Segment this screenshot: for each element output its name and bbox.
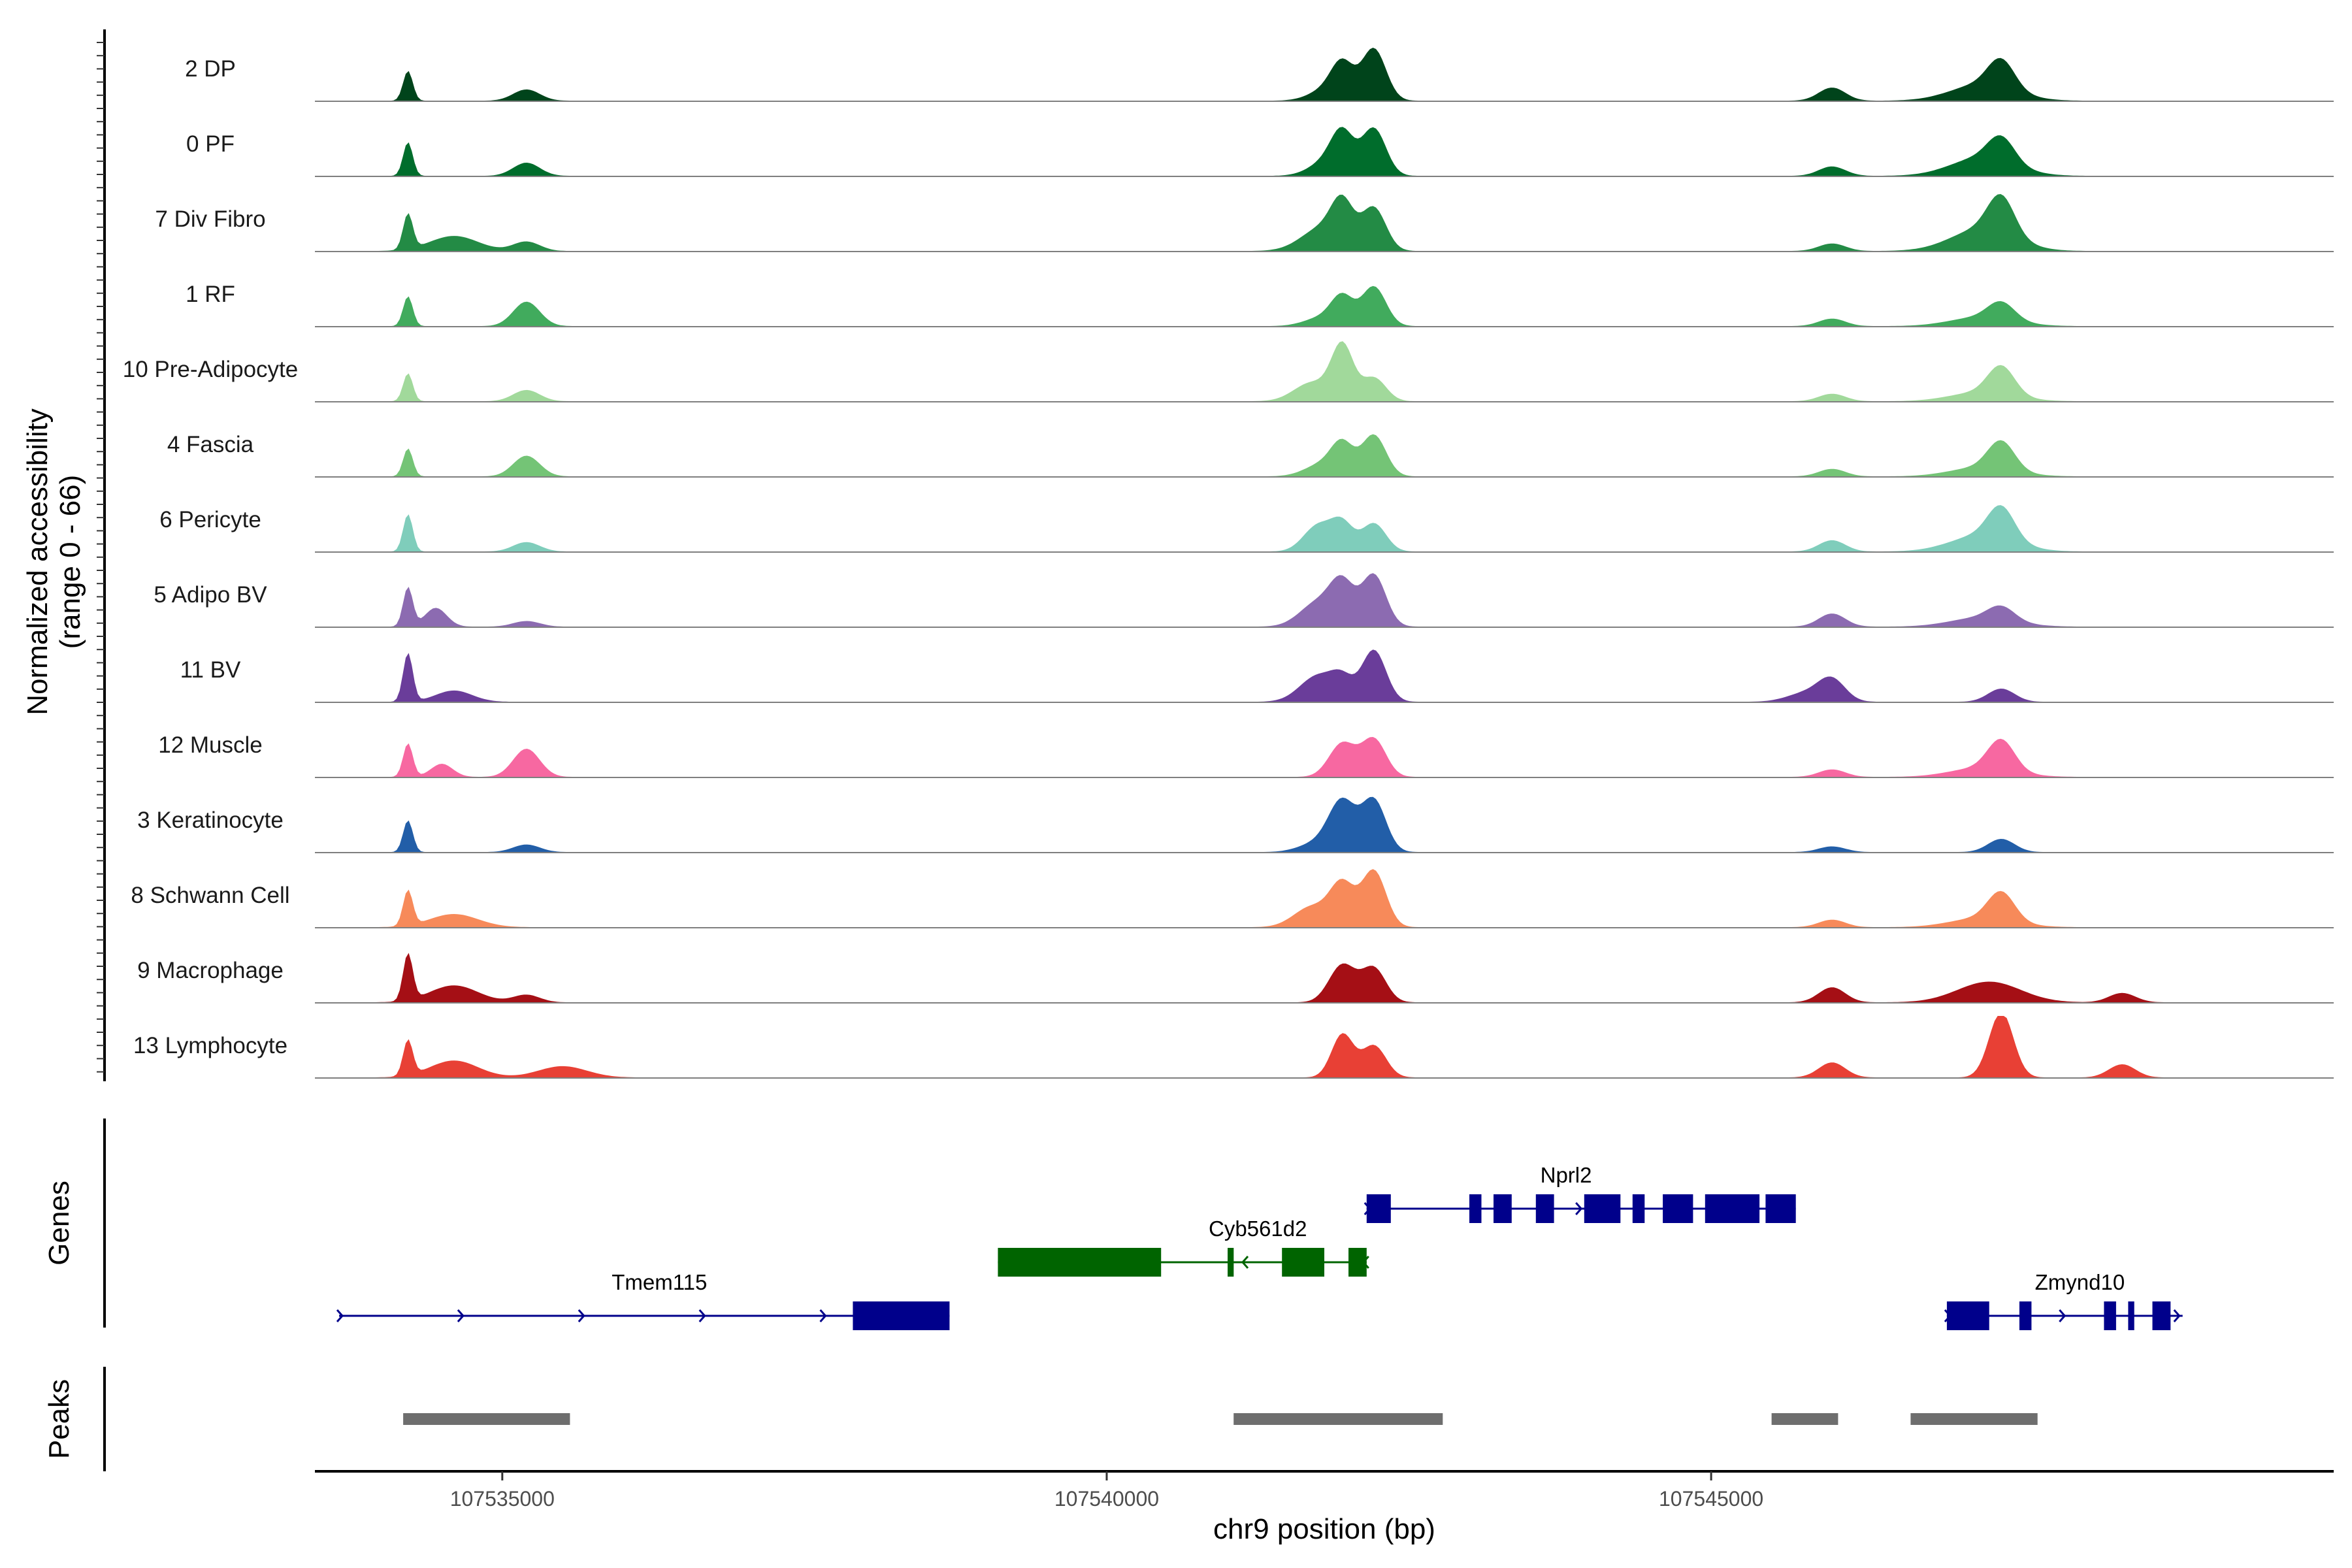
track-label: 4 Fascia: [167, 432, 254, 457]
track-9-macrophage: 9 Macrophage: [137, 953, 2334, 1004]
y-axis: [97, 29, 106, 1081]
gene-label: Cyb561d2: [1209, 1217, 1307, 1241]
strand-arrow: [2173, 1309, 2181, 1322]
track-area-4-fascia: [369, 434, 2189, 477]
gene-exon: [1535, 1194, 1554, 1223]
gene-exon: [1705, 1194, 1760, 1223]
track-7-div-fibro: 7 Div Fibro: [155, 194, 2334, 252]
gene-exon: [1765, 1194, 1796, 1223]
track-area-1-rf: [369, 286, 2189, 327]
gene-exon: [1228, 1248, 1234, 1277]
strand-arrow: [698, 1309, 706, 1322]
gene-zmynd10: Zmynd10: [1944, 1270, 2183, 1330]
track-area-5-adipo-bv: [369, 573, 2189, 627]
track-label: 10 Pre-Adipocyte: [123, 357, 298, 382]
track-3-keratinocyte: 3 Keratinocyte: [137, 796, 2334, 853]
gene-cyb561d2: Cyb561d2: [998, 1217, 1369, 1277]
track-4-fascia: 4 Fascia: [167, 432, 2334, 478]
track-area-11-bv: [369, 649, 2189, 702]
track-area-2-dp: [369, 48, 2189, 101]
gene-exon: [853, 1301, 950, 1330]
gene-exon: [1663, 1194, 1693, 1223]
gene-exon: [1469, 1194, 1482, 1223]
track-label: 13 Lymphocyte: [133, 1033, 287, 1058]
track-5-adipo-bv: 5 Adipo BV: [154, 573, 2334, 628]
strand-arrow: [1575, 1202, 1583, 1215]
gene-exon: [2104, 1301, 2116, 1330]
x-axis-title: chr9 position (bp): [1213, 1513, 1435, 1545]
track-label: 1 RF: [186, 282, 235, 307]
x-tick-label: 107540000: [1054, 1487, 1159, 1511]
track-area-0-pf: [369, 127, 2189, 176]
gene-nprl2: Nprl2: [1364, 1163, 1796, 1223]
y-axis-title: Normalized accessibility: [22, 408, 54, 715]
peak-region: [1233, 1413, 1443, 1425]
gene-exon: [998, 1248, 1162, 1277]
gene-exon: [1366, 1194, 1391, 1223]
track-label: 9 Macrophage: [137, 958, 284, 983]
gene-exon: [1946, 1301, 1989, 1330]
track-label: 5 Adipo BV: [154, 582, 267, 608]
track-2-dp: 2 DP: [185, 48, 2334, 102]
gene-exon: [2128, 1301, 2134, 1330]
gene-tmem115: Tmem115: [336, 1270, 950, 1330]
x-tick-label: 107535000: [450, 1487, 555, 1511]
track-area-13-lymphocyte: [369, 1016, 2189, 1078]
strand-arrow: [1241, 1256, 1249, 1269]
strand-arrow: [457, 1309, 465, 1322]
track-label: 2 DP: [185, 56, 236, 82]
track-10-pre-adipocyte: 10 Pre-Adipocyte: [123, 341, 2334, 402]
x-axis-ticks: 107535000 107540000 107545000: [450, 1471, 1763, 1511]
track-label: 3 Keratinocyte: [137, 808, 284, 833]
strand-arrow: [819, 1309, 827, 1322]
gene-exon: [1584, 1194, 1621, 1223]
peak-region: [1771, 1413, 1838, 1425]
peaks-panel-title: Peaks: [43, 1379, 75, 1459]
track-11-bv: 11 BV: [180, 649, 2334, 703]
track-label: 7 Div Fibro: [155, 206, 265, 232]
track-label: 0 PF: [186, 131, 235, 157]
peak-region: [403, 1413, 570, 1425]
track-label: 11 BV: [180, 657, 241, 683]
genes-panel-title: Genes: [43, 1181, 75, 1266]
peak-region: [1910, 1413, 2038, 1425]
track-area-6-pericyte: [369, 505, 2189, 552]
gene-exon: [2019, 1301, 2032, 1330]
track-label: 12 Muscle: [158, 732, 263, 758]
gene-exon: [1494, 1194, 1512, 1223]
gene-exon: [1348, 1248, 1367, 1277]
track-label: 6 Pericyte: [159, 507, 261, 532]
gene-exon: [1632, 1194, 1645, 1223]
strand-arrow: [2059, 1309, 2066, 1322]
track-area-3-keratinocyte: [369, 796, 2189, 853]
track-13-lymphocyte: 13 Lymphocyte: [133, 1016, 2334, 1079]
track-label: 8 Schwann Cell: [131, 883, 289, 908]
gene-annotations: Nprl2 Cyb561d2 Tmem115 Zmynd10: [336, 1163, 2183, 1330]
strand-arrow: [578, 1309, 585, 1322]
y-axis-range-label: (range 0 - 66): [54, 475, 86, 649]
coverage-tracks: 2 DP 0 PF 7 Div Fibro 1 RF 10 Pre-Adipocyte 4…: [123, 48, 2334, 1079]
gene-label: Nprl2: [1541, 1163, 1592, 1187]
track-8-schwann-cell: 8 Schwann Cell: [131, 869, 2334, 928]
gene-label: Zmynd10: [2035, 1270, 2125, 1294]
strand-arrow: [336, 1309, 344, 1322]
track-area-9-macrophage: [369, 953, 2189, 1003]
track-area-7-div-fibro: [369, 194, 2189, 252]
track-6-pericyte: 6 Pericyte: [159, 505, 2334, 553]
track-1-rf: 1 RF: [186, 282, 2334, 327]
x-tick-label: 107545000: [1659, 1487, 1763, 1511]
track-area-12-muscle: [369, 737, 2189, 777]
peak-regions: [403, 1413, 2038, 1425]
track-area-10-pre-adipocyte: [369, 341, 2189, 402]
track-12-muscle: 12 Muscle: [158, 732, 2334, 778]
track-area-8-schwann-cell: [369, 869, 2189, 928]
gene-exon: [2152, 1301, 2171, 1330]
gene-label: Tmem115: [612, 1270, 707, 1294]
track-0-pf: 0 PF: [186, 127, 2334, 177]
gene-exon: [1282, 1248, 1324, 1277]
